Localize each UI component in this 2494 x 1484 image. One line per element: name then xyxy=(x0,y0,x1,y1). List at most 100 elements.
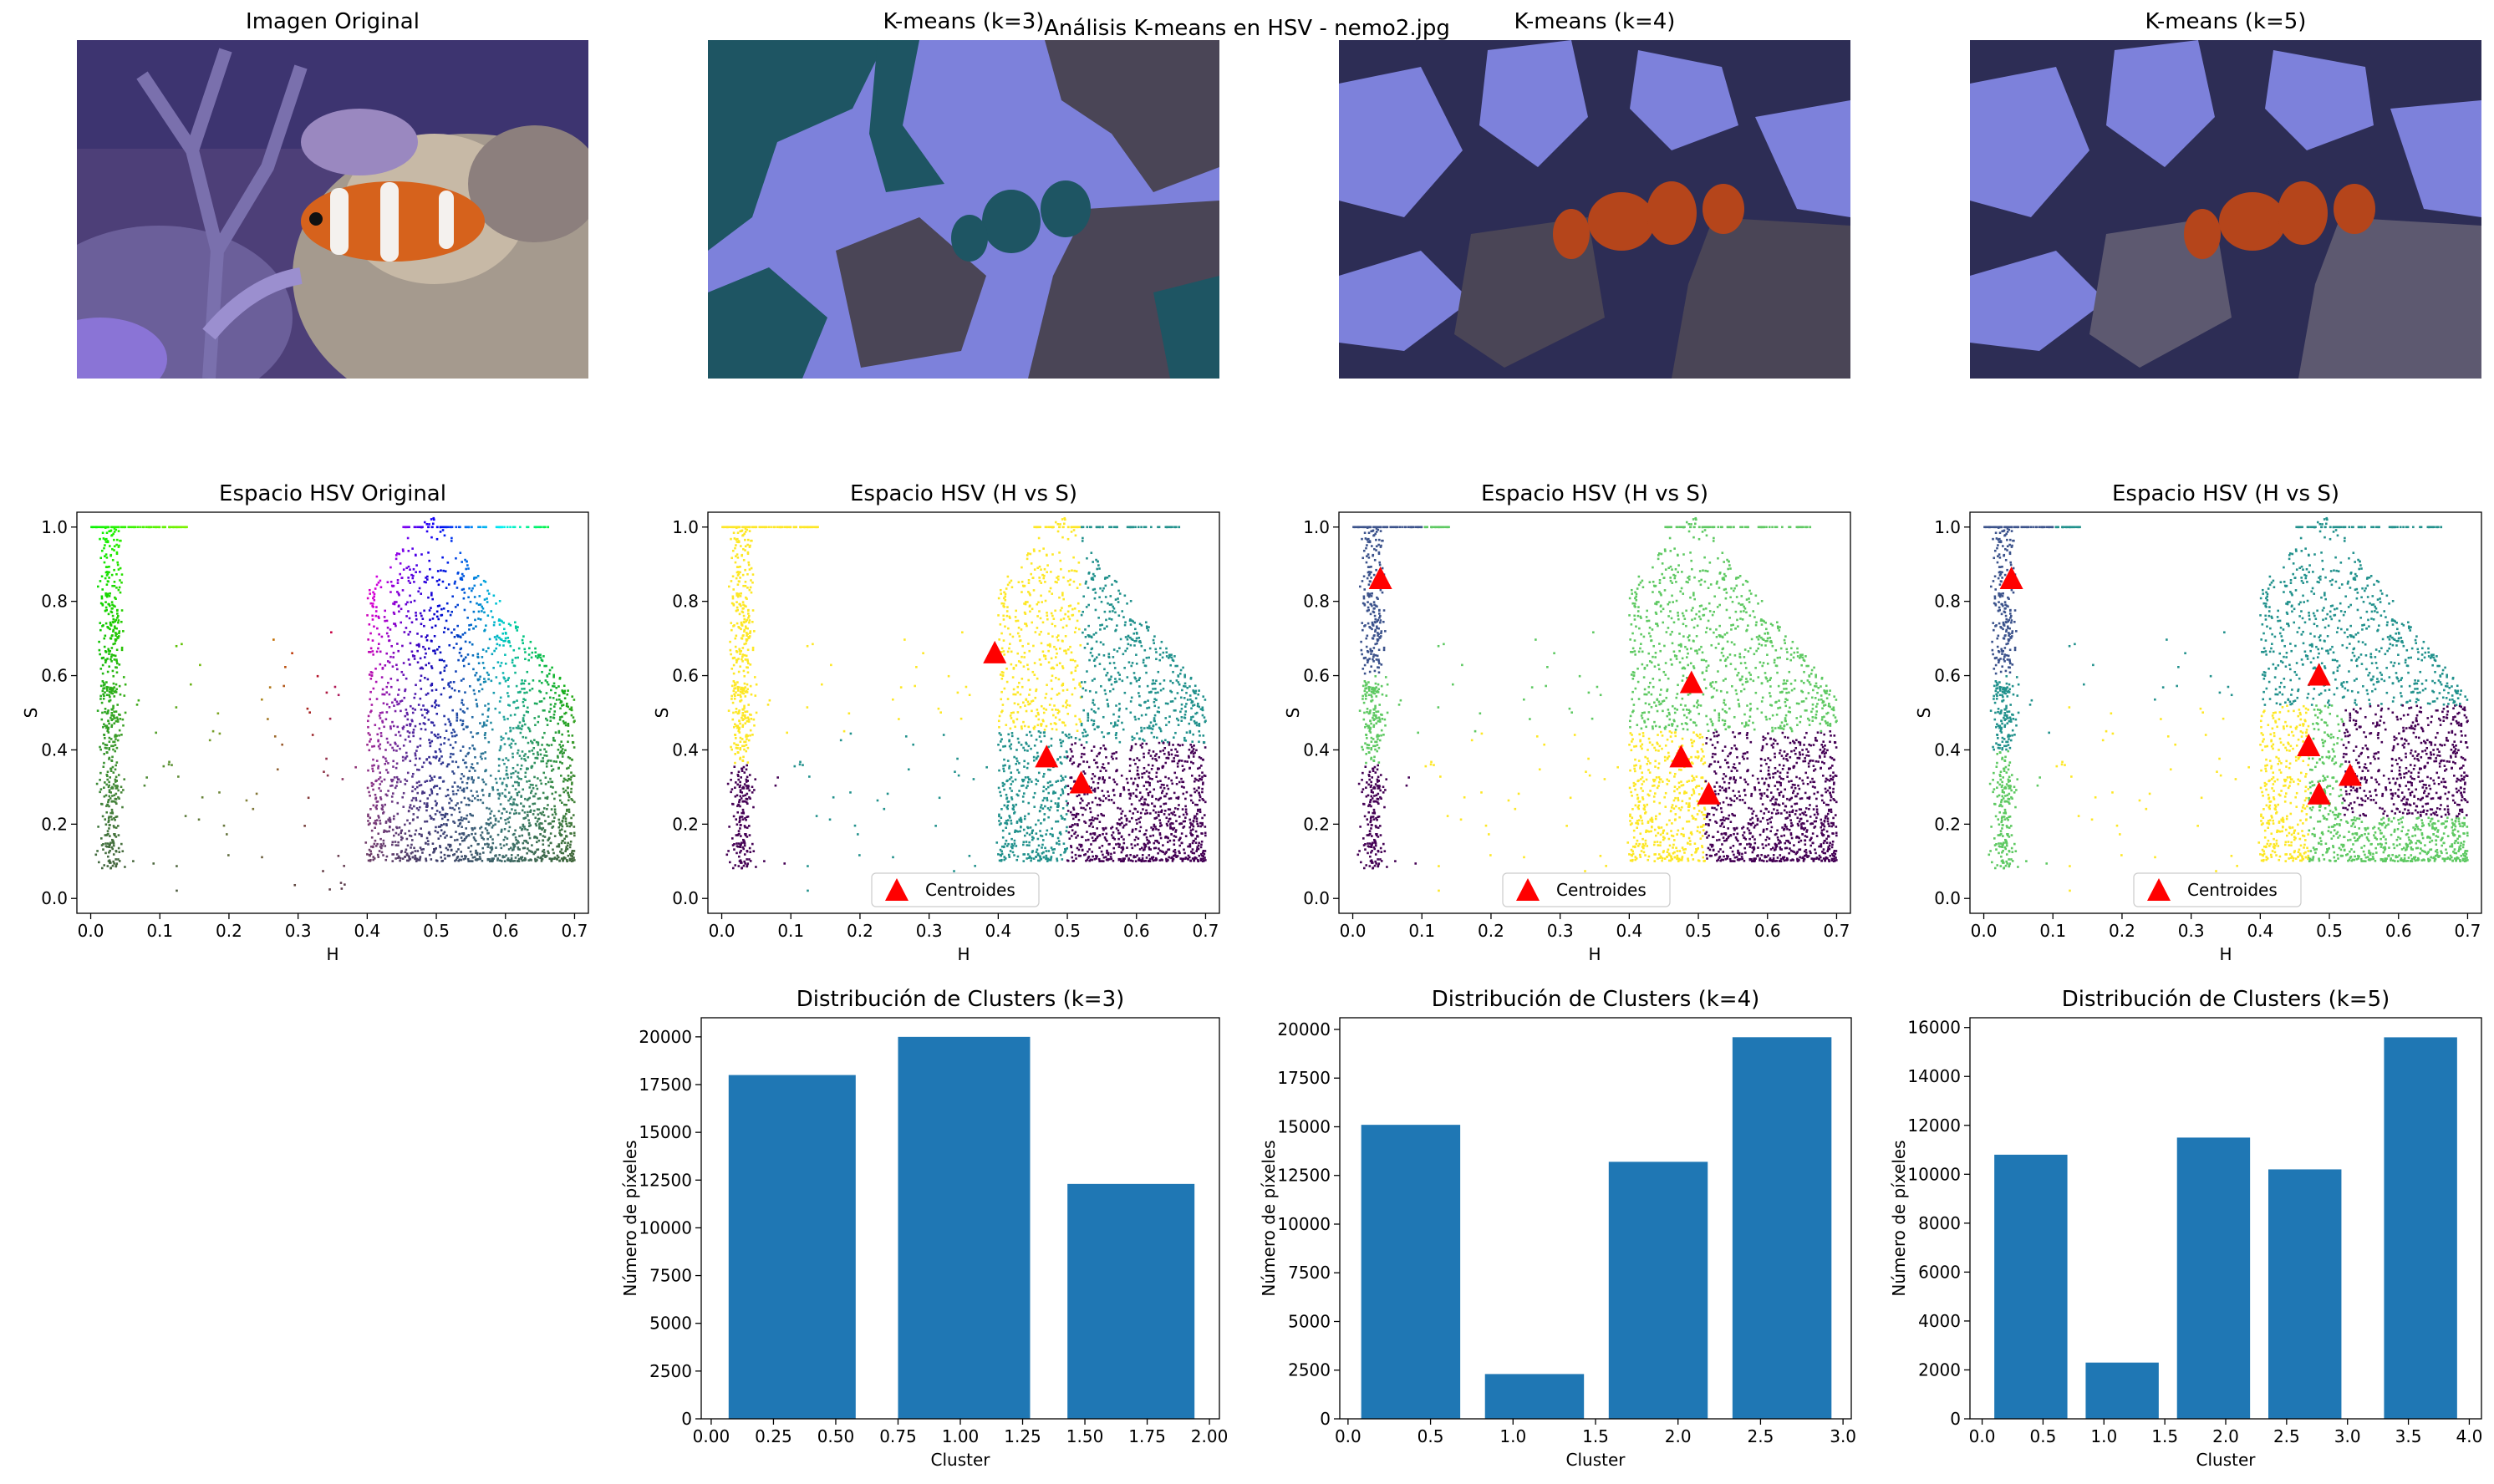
scatter-point xyxy=(371,650,374,653)
scatter-point xyxy=(557,845,561,848)
scatter-point xyxy=(413,526,416,529)
scatter-point xyxy=(394,831,398,835)
scatter-point xyxy=(411,711,415,714)
scatter-point xyxy=(498,792,501,795)
scatter-point xyxy=(1093,704,1096,706)
scatter-point xyxy=(439,671,442,674)
scatter-point xyxy=(752,850,756,853)
scatter-point xyxy=(484,827,487,830)
scatter-point xyxy=(570,771,573,774)
scatter-point xyxy=(373,857,376,860)
scatter-point xyxy=(452,853,455,856)
scatter-point xyxy=(425,522,429,526)
scatter-point xyxy=(501,620,504,623)
scatter-point xyxy=(379,771,382,774)
scatter-point xyxy=(1135,662,1138,665)
scatter-point xyxy=(1092,722,1096,725)
scatter-point xyxy=(463,711,466,714)
scatter-point xyxy=(115,683,118,686)
scatter-point xyxy=(527,833,531,836)
scatter-point xyxy=(1047,661,1051,664)
scatter-point xyxy=(1194,697,1198,700)
scatter-point xyxy=(103,694,105,698)
scatter-point xyxy=(445,526,448,529)
scatter-point xyxy=(108,650,110,653)
scatter-point xyxy=(98,861,100,864)
scatter-point xyxy=(1144,714,1148,716)
scatter-point xyxy=(1152,856,1155,859)
scatter-point xyxy=(1017,581,1021,584)
scatter-point xyxy=(557,844,561,846)
scatter-point xyxy=(746,786,750,790)
scatter-point xyxy=(197,818,201,821)
scatter-point xyxy=(1088,825,1091,827)
scatter-point xyxy=(491,841,495,845)
scatter-point xyxy=(111,811,114,814)
scatter-point xyxy=(526,767,528,770)
scatter-point xyxy=(515,684,518,688)
scatter-point xyxy=(425,809,428,812)
scatter-point xyxy=(1168,741,1171,745)
scatter-point xyxy=(1054,802,1057,805)
scatter-point xyxy=(543,664,546,668)
scatter-point xyxy=(1029,610,1031,613)
scatter-point xyxy=(1112,757,1114,760)
scatter-point xyxy=(109,658,112,661)
scatter-point xyxy=(369,734,371,736)
scatter-point xyxy=(751,791,754,794)
scatter-point xyxy=(570,758,573,761)
scatter-point xyxy=(569,840,573,843)
y-axis-label: S xyxy=(652,708,672,719)
scatter-point xyxy=(746,660,749,663)
scatter-point xyxy=(1172,828,1174,831)
y-tick-label: 1.0 xyxy=(672,517,699,537)
scatter-point xyxy=(501,792,504,795)
scatter-point xyxy=(742,689,745,692)
scatter-point xyxy=(104,606,108,609)
scatter-point xyxy=(152,526,155,529)
scatter-point xyxy=(1021,800,1025,803)
scatter-point xyxy=(115,862,119,865)
scatter-point xyxy=(565,848,568,851)
scatter-point xyxy=(377,856,380,858)
scatter-point xyxy=(739,565,741,568)
scatter-point xyxy=(739,577,741,579)
scatter-point xyxy=(470,766,473,769)
scatter-point xyxy=(418,780,420,783)
scatter-point xyxy=(544,796,547,800)
scatter-point xyxy=(1098,526,1102,529)
scatter-point xyxy=(376,853,379,856)
scatter-point xyxy=(1071,693,1074,696)
scatter-point xyxy=(385,760,388,763)
scatter-point xyxy=(155,731,157,734)
scatter-point xyxy=(104,746,107,750)
scatter-point xyxy=(456,785,460,788)
scatter-point xyxy=(566,825,568,827)
scatter-point xyxy=(566,810,568,812)
scatter-point xyxy=(433,635,436,638)
scatter-point xyxy=(467,834,471,837)
scatter-point xyxy=(521,809,524,812)
scatter-point xyxy=(1118,673,1121,676)
scatter-point xyxy=(735,553,739,556)
y-tick-label: 0.0 xyxy=(41,888,68,908)
scatter-point xyxy=(117,825,120,827)
scatter-point xyxy=(448,685,451,688)
scatter-point xyxy=(1015,845,1018,847)
scatter-point xyxy=(1086,526,1089,529)
scatter-point xyxy=(736,556,740,559)
scatter-point xyxy=(727,585,730,588)
scatter-point xyxy=(508,744,512,747)
scatter-point xyxy=(382,755,384,759)
scatter-point xyxy=(158,526,160,529)
scatter-point xyxy=(468,747,471,750)
scatter-point xyxy=(1066,847,1068,850)
scatter-point xyxy=(781,526,784,529)
scatter-point xyxy=(735,691,737,694)
scatter-point xyxy=(546,724,549,726)
scatter-point xyxy=(573,856,575,859)
scatter-point xyxy=(462,831,466,835)
scatter-point xyxy=(435,785,439,787)
scatter-point xyxy=(1194,712,1197,715)
scatter-points xyxy=(721,516,1207,892)
